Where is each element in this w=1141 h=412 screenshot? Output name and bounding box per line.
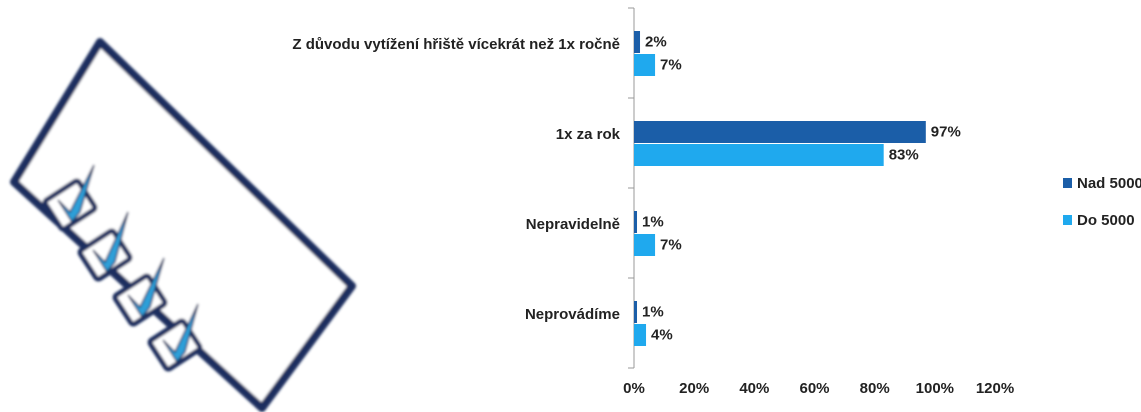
value-label: 7%	[660, 56, 682, 73]
value-label: 83%	[889, 146, 919, 163]
value-label: 1%	[642, 213, 664, 230]
legend-swatch	[1063, 215, 1072, 225]
bar	[634, 144, 884, 166]
plot-area: 0% 20% 40% 60% 80% 100% 120% 2% 97% 1% 1% 7% 83% 7% 4%…	[623, 7, 1141, 397]
value-label: 4%	[651, 326, 673, 343]
bar	[634, 211, 638, 233]
value-label: 2%	[645, 33, 667, 50]
legend-swatch	[1063, 178, 1072, 188]
x-tick-label: 0%	[623, 380, 645, 397]
category-label-box: Neprovádíme	[260, 270, 620, 360]
x-tick-label: 20%	[679, 380, 709, 397]
bar	[634, 121, 926, 143]
bar	[634, 234, 656, 256]
bar	[634, 324, 647, 346]
category-label-box: Nepravidelně	[260, 180, 620, 270]
x-tick-label: 100%	[916, 380, 954, 397]
x-tick-label: 120%	[976, 380, 1014, 397]
checkboxes	[42, 178, 203, 372]
x-tick-label: 40%	[739, 380, 769, 397]
value-label: 97%	[931, 123, 961, 140]
x-tick-label: 60%	[799, 380, 829, 397]
category-label: Neprovádíme	[524, 306, 620, 323]
check-marks	[57, 164, 199, 364]
category-label-box: 1x za rok	[260, 90, 620, 180]
category-label: Nepravidelně	[525, 216, 620, 233]
value-label: 1%	[642, 303, 664, 320]
bar	[634, 301, 638, 323]
legend-label: Do 5000	[1077, 212, 1135, 229]
x-tick-label: 80%	[860, 380, 890, 397]
category-label-box: Z důvodu vytížení hřiště vícekrát než 1x…	[260, 0, 620, 90]
category-label: 1x za rok	[555, 126, 620, 143]
bar	[634, 31, 641, 53]
bar	[634, 54, 656, 76]
value-label: 7%	[660, 236, 682, 253]
checklist-illustration	[10, 38, 356, 412]
legend-label: Nad 5000	[1077, 175, 1141, 192]
category-label: Z důvodu vytížení hřiště vícekrát než 1x…	[292, 36, 620, 53]
